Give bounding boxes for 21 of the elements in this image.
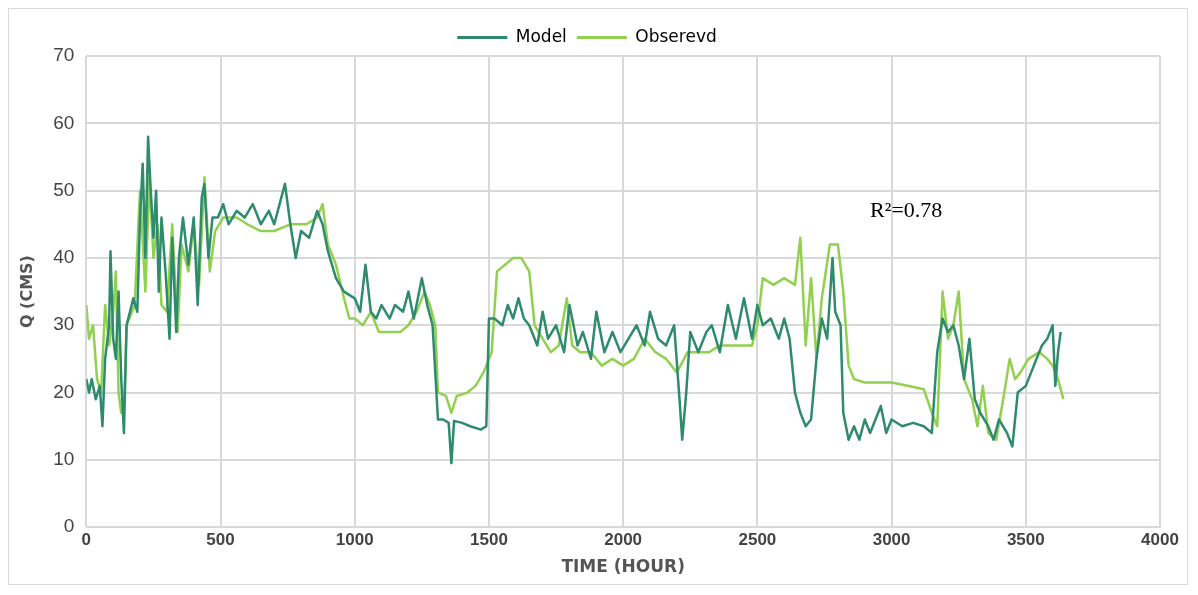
x-tick-label: 3000 [872, 530, 911, 550]
x-axis-title: TIME (HOUR) [561, 556, 685, 577]
y-tick-label: 30 [53, 313, 75, 335]
y-tick-label: 20 [53, 380, 75, 402]
x-tick-label: 2500 [738, 530, 777, 550]
x-tick-label: 4000 [1141, 530, 1179, 550]
y-tick-label: 10 [53, 448, 75, 470]
annotation: R²=0.78 [870, 197, 943, 223]
y-tick-label: 40 [53, 246, 75, 268]
x-tick-label: 0 [81, 530, 92, 550]
y-tick-label: 50 [53, 178, 75, 200]
legend-label: Model [515, 25, 567, 46]
x-tick-label: 1500 [470, 530, 508, 550]
x-tick-label: 3500 [1006, 530, 1045, 550]
x-tick-label: 1000 [335, 530, 374, 550]
x-tick-label: 500 [206, 530, 235, 550]
y-tick-label: 70 [53, 44, 75, 66]
legend-label: Obserevd [635, 25, 717, 46]
y-tick-label: 60 [53, 111, 75, 133]
x-tick-label: 2000 [604, 530, 643, 550]
y-axis-title: Q (CMS) [16, 255, 36, 329]
